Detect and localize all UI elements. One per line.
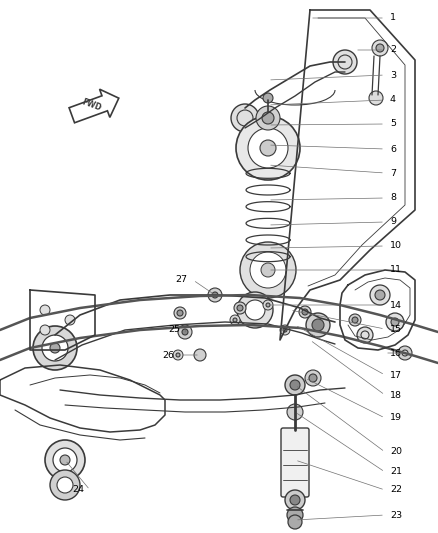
Circle shape: [248, 128, 288, 168]
Text: 3: 3: [390, 70, 396, 79]
Circle shape: [283, 328, 287, 332]
Circle shape: [376, 44, 384, 52]
Circle shape: [302, 309, 308, 315]
Circle shape: [386, 313, 404, 331]
Circle shape: [53, 448, 77, 472]
Circle shape: [182, 329, 188, 335]
Text: 9: 9: [390, 217, 396, 227]
Text: 18: 18: [390, 391, 402, 400]
Circle shape: [42, 335, 68, 361]
Circle shape: [176, 353, 180, 357]
Text: 26: 26: [162, 351, 174, 359]
Text: 2: 2: [390, 45, 396, 54]
Circle shape: [33, 326, 77, 370]
Circle shape: [266, 303, 270, 307]
Text: 17: 17: [390, 370, 402, 379]
Text: 25: 25: [168, 326, 180, 335]
Circle shape: [263, 300, 273, 310]
Text: 14: 14: [390, 301, 402, 310]
Circle shape: [369, 91, 383, 105]
Circle shape: [287, 507, 303, 523]
Circle shape: [285, 490, 305, 510]
Circle shape: [50, 470, 80, 500]
Circle shape: [333, 50, 357, 74]
Circle shape: [288, 515, 302, 529]
Circle shape: [352, 317, 358, 323]
Circle shape: [233, 318, 237, 322]
Circle shape: [250, 252, 286, 288]
Circle shape: [60, 455, 70, 465]
Circle shape: [50, 343, 60, 353]
Circle shape: [370, 285, 390, 305]
Circle shape: [177, 310, 183, 316]
Circle shape: [375, 290, 385, 300]
Circle shape: [290, 495, 300, 505]
Circle shape: [287, 404, 303, 420]
Circle shape: [398, 346, 412, 360]
Circle shape: [173, 350, 183, 360]
Text: 22: 22: [390, 486, 402, 495]
Circle shape: [305, 370, 321, 386]
Circle shape: [280, 325, 290, 335]
Circle shape: [262, 112, 274, 124]
Circle shape: [178, 325, 192, 339]
Text: 23: 23: [390, 511, 402, 520]
Text: 4: 4: [390, 95, 396, 104]
Text: 16: 16: [390, 349, 402, 358]
Text: 15: 15: [390, 325, 402, 334]
Circle shape: [194, 349, 206, 361]
Circle shape: [312, 319, 324, 331]
Circle shape: [212, 292, 218, 298]
Text: 7: 7: [390, 168, 396, 177]
Circle shape: [234, 302, 246, 314]
Circle shape: [285, 375, 305, 395]
Text: 24: 24: [72, 486, 84, 495]
Text: 8: 8: [390, 193, 396, 203]
Circle shape: [299, 306, 311, 318]
Circle shape: [57, 477, 73, 493]
Text: 11: 11: [390, 265, 402, 274]
Text: 27: 27: [175, 276, 187, 285]
Circle shape: [260, 140, 276, 156]
Circle shape: [256, 106, 280, 130]
Circle shape: [290, 380, 300, 390]
Text: 20: 20: [390, 448, 402, 456]
Circle shape: [309, 374, 317, 382]
Circle shape: [306, 313, 330, 337]
Circle shape: [349, 314, 361, 326]
Circle shape: [40, 325, 50, 335]
Text: 1: 1: [390, 13, 396, 22]
Circle shape: [240, 242, 296, 298]
FancyBboxPatch shape: [281, 428, 309, 497]
Circle shape: [245, 300, 265, 320]
Circle shape: [357, 327, 373, 343]
Circle shape: [230, 315, 240, 325]
Circle shape: [236, 116, 300, 180]
Polygon shape: [69, 89, 119, 123]
Circle shape: [40, 305, 50, 315]
Text: 10: 10: [390, 241, 402, 251]
Text: 6: 6: [390, 144, 396, 154]
Circle shape: [261, 263, 275, 277]
Circle shape: [174, 307, 186, 319]
Circle shape: [65, 315, 75, 325]
Circle shape: [208, 288, 222, 302]
Circle shape: [372, 40, 388, 56]
Circle shape: [391, 318, 399, 326]
Circle shape: [45, 440, 85, 480]
Text: 21: 21: [390, 467, 402, 477]
Circle shape: [237, 292, 273, 328]
Circle shape: [237, 305, 243, 311]
Circle shape: [231, 104, 259, 132]
Text: 19: 19: [390, 414, 402, 423]
Circle shape: [263, 93, 273, 103]
Text: FWD: FWD: [81, 98, 103, 112]
Text: 5: 5: [390, 119, 396, 128]
